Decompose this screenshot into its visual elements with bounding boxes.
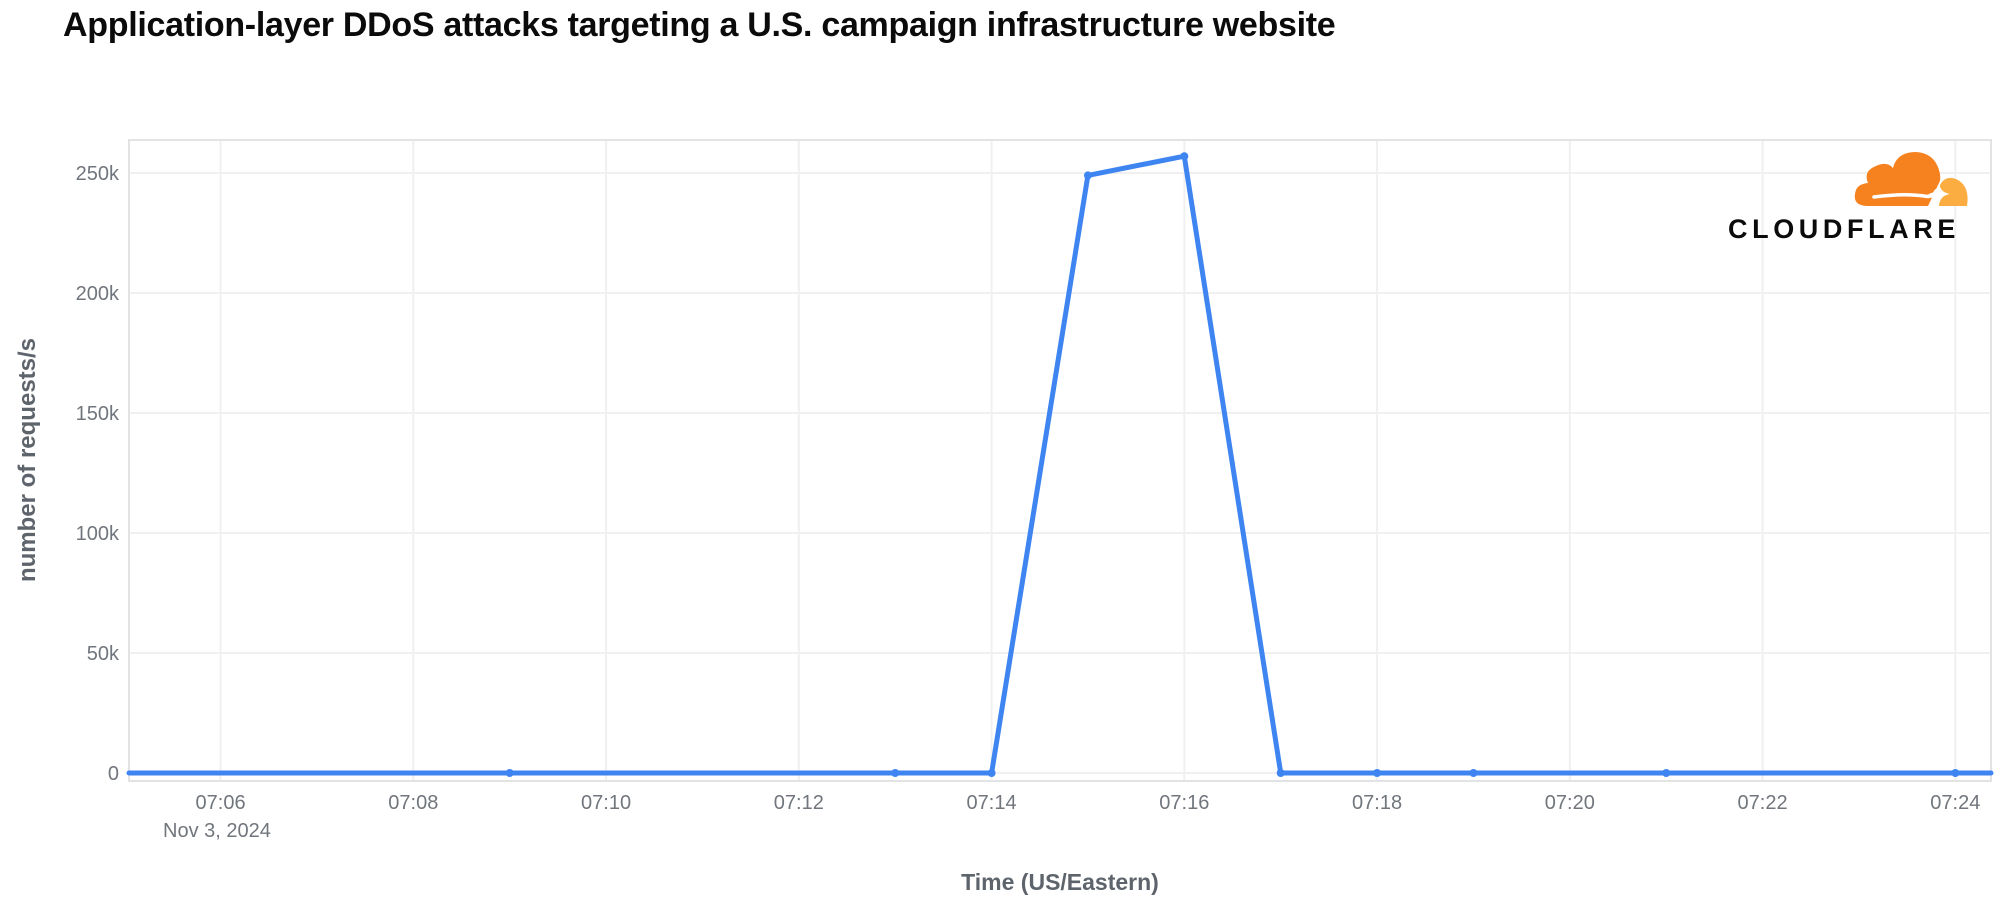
data-point-marker bbox=[987, 769, 996, 778]
data-point-marker bbox=[1662, 769, 1671, 778]
x-axis-date-label: Nov 3, 2024 bbox=[163, 820, 271, 842]
data-point-marker bbox=[505, 769, 514, 778]
y-tick-label: 250k bbox=[76, 163, 120, 185]
data-point-marker bbox=[1951, 769, 1960, 778]
x-tick-label: 07:08 bbox=[388, 792, 438, 814]
data-point-marker bbox=[1276, 769, 1285, 778]
x-axis-title: Time (US/Eastern) bbox=[961, 869, 1159, 895]
x-tick-label: 07:16 bbox=[1159, 792, 1209, 814]
data-point-marker bbox=[891, 769, 900, 778]
x-tick-label: 07:22 bbox=[1738, 792, 1788, 814]
chart-title: Application-layer DDoS attacks targeting… bbox=[63, 6, 1336, 44]
x-tick-label: 07:18 bbox=[1352, 792, 1402, 814]
cloudflare-cloud-icon bbox=[1854, 152, 1968, 206]
cloudflare-logo: CLOUDFLARE bbox=[1727, 146, 1977, 244]
x-tick-label: 07:12 bbox=[774, 792, 824, 814]
data-point-marker bbox=[1083, 171, 1092, 180]
y-tick-label: 200k bbox=[76, 283, 120, 305]
x-tick-label: 07:06 bbox=[196, 792, 246, 814]
y-tick-label: 150k bbox=[76, 403, 120, 425]
data-point-marker bbox=[1180, 152, 1189, 161]
cloud-main-shape bbox=[1854, 152, 1941, 206]
cloudflare-wordmark: CLOUDFLARE bbox=[1728, 214, 1960, 244]
x-tick-label: 07:14 bbox=[967, 792, 1017, 814]
y-tick-label: 0 bbox=[108, 763, 119, 785]
data-point-marker bbox=[1373, 769, 1382, 778]
x-tick-label: 07:24 bbox=[1930, 792, 1980, 814]
cloud-sparkle-icon bbox=[1928, 183, 1950, 205]
y-tick-label: 100k bbox=[76, 523, 120, 545]
data-point-marker bbox=[1469, 769, 1478, 778]
cloud-back-shape bbox=[1939, 177, 1968, 206]
x-tick-label: 07:20 bbox=[1545, 792, 1595, 814]
x-tick-label: 07:10 bbox=[581, 792, 631, 814]
series-line bbox=[126, 153, 1994, 776]
y-tick-label: 50k bbox=[87, 643, 120, 665]
plot-border bbox=[128, 139, 1992, 782]
